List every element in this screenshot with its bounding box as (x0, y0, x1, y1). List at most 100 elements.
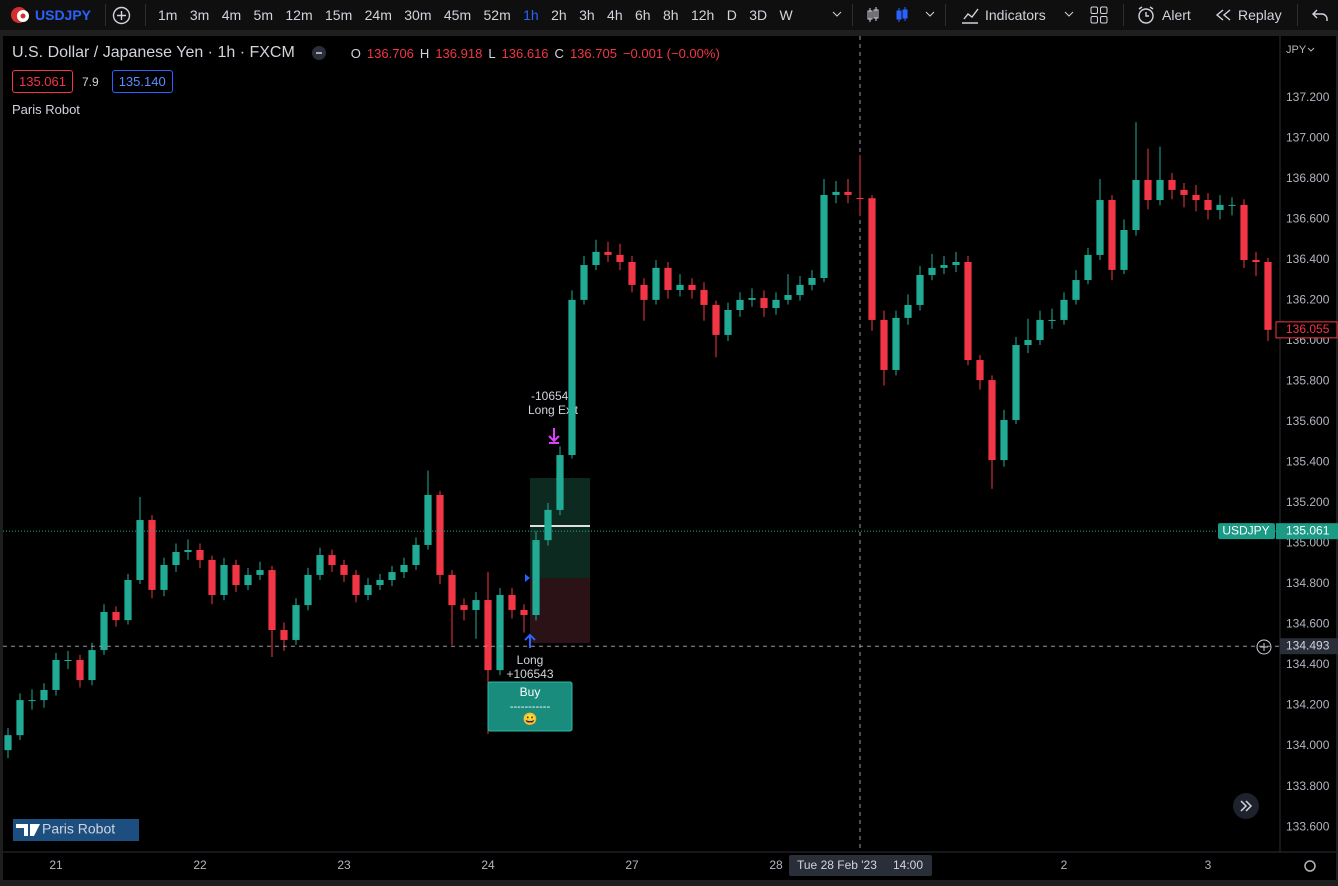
y-tick-label: 135.000 (1286, 536, 1330, 550)
interval-button[interactable]: 8h (662, 7, 679, 23)
candle-body (676, 284, 684, 290)
interval-button[interactable]: 6h (635, 7, 651, 23)
interval-button[interactable]: D (726, 7, 737, 23)
symbol-title: U.S. Dollar / Japanese Yen · 1h · FXCM (12, 44, 295, 61)
ohlc-values: O 136.706 H 136.918 L 136.616 C 136.705 −0.001 (… (351, 46, 720, 61)
chart-type-caret[interactable] (925, 10, 935, 18)
undo-button[interactable] (1311, 7, 1329, 23)
ohlc-key: O (350, 45, 361, 61)
interval-button[interactable]: 3D (749, 7, 768, 23)
crosshair-date: Tue 28 Feb '23 (797, 858, 877, 872)
signal-text: Buy (520, 685, 541, 699)
x-tick-label: 27 (625, 858, 639, 872)
interval-button[interactable]: 12h (690, 7, 715, 23)
scroll-icon (1240, 800, 1253, 812)
x-tick-label: 28 (769, 858, 783, 872)
interval-button[interactable]: 4m (221, 7, 242, 23)
candle-body (532, 540, 540, 616)
ohlc-value: 136.705 (569, 45, 617, 61)
candle-body (1024, 339, 1032, 346)
candle-body (472, 600, 480, 610)
exit-label: Long Exit (528, 403, 579, 417)
interval-button[interactable]: 24m (364, 7, 392, 23)
entry-qty: +106543 (506, 667, 553, 681)
interval-button[interactable]: 4h (607, 7, 623, 23)
alert-button[interactable]: Alert (1162, 7, 1191, 23)
candle-body (712, 304, 720, 335)
y-tick-label: 135.200 (1286, 495, 1330, 509)
interval-button[interactable]: 30m (404, 7, 432, 23)
indicators-caret[interactable] (1064, 10, 1074, 18)
indicators-button[interactable]: Indicators (985, 7, 1046, 23)
candle-body (508, 594, 516, 610)
ask-price[interactable]: 135.140 (111, 70, 173, 93)
watermark-text: Paris Robot (42, 821, 115, 837)
candle-body (844, 191, 852, 195)
interval-button[interactable]: 45m (443, 7, 472, 23)
candle-body (976, 360, 984, 381)
y-tick-label: 137.200 (1286, 90, 1330, 104)
candle-body (808, 278, 816, 285)
interval-button[interactable]: 1h (523, 7, 539, 23)
candle-body (1192, 194, 1200, 201)
entry-arrow (524, 633, 536, 648)
candle-body (736, 299, 744, 311)
candle-body (436, 494, 444, 575)
interval-button[interactable]: 52m (483, 7, 511, 23)
candle-body (664, 267, 672, 290)
y-tick-label: 135.600 (1286, 414, 1330, 428)
last-price-name: USDJPY (1222, 523, 1269, 537)
candle-body (496, 594, 504, 671)
candle-body (580, 265, 588, 300)
chart-type-buttons[interactable] (866, 5, 916, 25)
compare-button[interactable] (112, 6, 131, 25)
candle-body (400, 565, 408, 573)
interval-button[interactable]: 3h (579, 7, 595, 23)
candle-body (1108, 200, 1116, 270)
candle-body (1204, 200, 1212, 210)
separator (852, 4, 853, 26)
candle-body (184, 550, 192, 553)
interval-caret[interactable] (832, 10, 842, 18)
separator (145, 4, 146, 26)
ohlc-change: −0.001 (−0.00%) (622, 45, 720, 61)
last-price-label: 135.061 (1286, 523, 1330, 537)
candle-body (640, 284, 648, 300)
candle-body (1000, 419, 1008, 461)
replay-icon (1215, 9, 1231, 21)
candle-body (484, 600, 492, 671)
replay-button[interactable]: Replay (1238, 7, 1282, 23)
bid-price[interactable]: 135.061 (12, 70, 73, 93)
interval-button[interactable]: 12m (285, 7, 313, 23)
candle-body (748, 298, 756, 300)
candle-body (52, 659, 60, 690)
candle-body (892, 317, 900, 370)
candle-body (220, 565, 228, 595)
interval-button[interactable]: 15m (325, 7, 353, 23)
interval-button[interactable]: 1m (158, 7, 178, 23)
candle-body (304, 574, 312, 606)
candle-body (1120, 230, 1128, 270)
close-price-label: 136.055 (1286, 322, 1330, 336)
legend-header: U.S. Dollar / Japanese Yen · 1h · FXCM O… (12, 42, 720, 64)
spread: 7.9 (82, 74, 99, 89)
close-price-box (1275, 321, 1338, 339)
symbol[interactable]: USDJPY (35, 7, 92, 23)
entry-label: Long (517, 653, 544, 667)
exit-arrow (548, 428, 560, 444)
candle-body (232, 565, 240, 586)
top-toolbar: USDJPY 1m 3m 4m 5m 12m 15m 24m 30m 45m 52m 1h 2h 3h 4… (0, 0, 1338, 30)
candle-body (724, 310, 732, 335)
watermark-box (13, 819, 139, 841)
interval-button[interactable]: 5m (253, 7, 273, 23)
layouts-button[interactable] (1090, 6, 1108, 24)
interval-button[interactable]: 3m (189, 7, 210, 23)
candle-body (328, 555, 336, 566)
x-tick-label: 21 (49, 858, 63, 872)
candle-body (28, 700, 36, 702)
collapse-button[interactable] (311, 45, 327, 61)
interval-button[interactable]: 2h (551, 7, 567, 23)
interval-button[interactable]: W (779, 7, 793, 23)
candle-body (880, 319, 888, 370)
settings-gear[interactable] (1304, 860, 1316, 872)
